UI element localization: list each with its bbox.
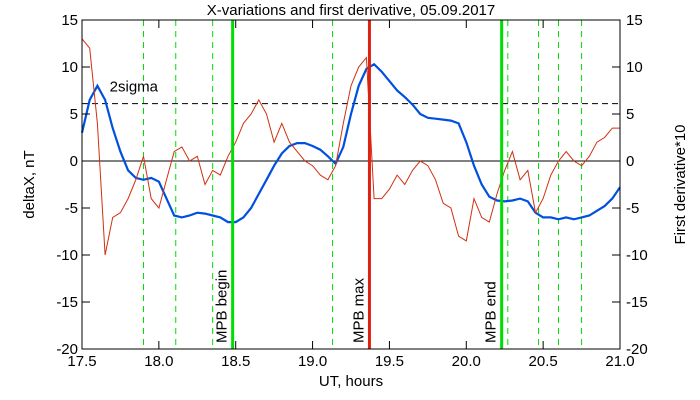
- event-label: MPB max: [350, 277, 367, 343]
- y2-tick-label: 0: [626, 153, 634, 170]
- y-tick-label: 5: [70, 106, 78, 123]
- x-tick-label: 18.0: [144, 353, 173, 370]
- x-tick-label: 20.0: [452, 353, 481, 370]
- y2-tick-label: -20: [626, 341, 648, 358]
- chart-title: X-variations and first derivative, 05.09…: [207, 2, 496, 19]
- y2-tick-label: 5: [626, 106, 634, 123]
- y2-tick-label: -10: [626, 247, 648, 264]
- y2-tick-label: -15: [626, 294, 648, 311]
- y2-axis-label: First derivative*10: [672, 124, 689, 244]
- series-line: [81, 38, 620, 256]
- y-tick-label: -10: [56, 247, 78, 264]
- y2-tick-label: -5: [626, 200, 639, 217]
- y-tick-label: 0: [70, 153, 78, 170]
- series-line: [80, 62, 621, 224]
- y-tick-label: -5: [65, 200, 78, 217]
- x-tick-label: 18.5: [221, 353, 250, 370]
- y-tick-label: 10: [61, 59, 78, 76]
- x-axis-label: UT, hours: [319, 373, 383, 390]
- x-tick-label: 19.0: [298, 353, 327, 370]
- plot-frame: [81, 19, 621, 350]
- y-tick-label: -20: [56, 341, 78, 358]
- y-axis-label: deltaX, nT: [21, 150, 38, 218]
- sigma-label: 2sigma: [110, 79, 159, 96]
- x-tick-label: 21.0: [605, 353, 634, 370]
- y2-tick-label: 15: [626, 12, 643, 29]
- x-tick-label: 17.5: [67, 353, 96, 370]
- x-tick-label: 20.5: [529, 353, 558, 370]
- y-tick-label: -15: [56, 294, 78, 311]
- y2-tick-label: 10: [626, 59, 643, 76]
- event-label: MPB end: [483, 281, 500, 343]
- y-tick-label: 15: [61, 12, 78, 29]
- event-label: MPB begin: [214, 270, 231, 343]
- x-tick-label: 19.5: [375, 353, 404, 370]
